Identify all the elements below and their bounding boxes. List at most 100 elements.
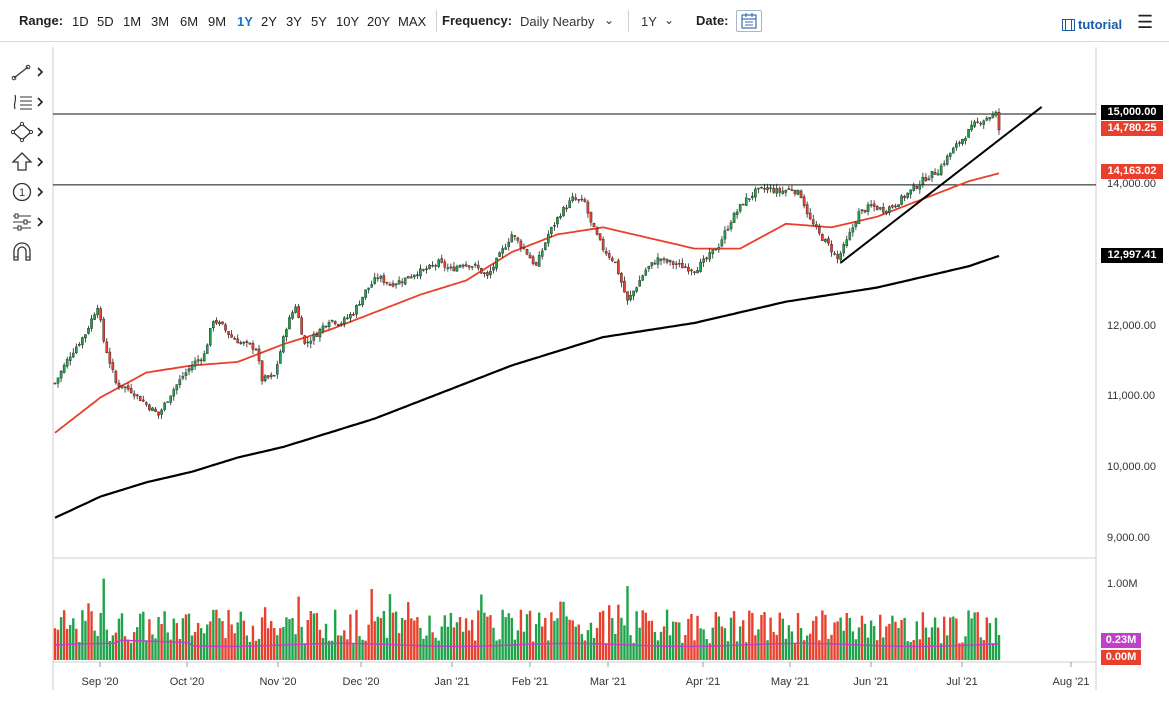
candle-body[interactable] xyxy=(291,312,294,319)
candle-body[interactable] xyxy=(452,266,456,272)
candle-body[interactable] xyxy=(248,342,252,345)
candle-body[interactable] xyxy=(65,359,69,367)
candle-body[interactable] xyxy=(720,239,724,247)
range-button-2y[interactable]: 2Y xyxy=(261,14,277,29)
candle-body[interactable] xyxy=(367,287,370,290)
candle-body[interactable] xyxy=(930,171,934,178)
candle-body[interactable] xyxy=(126,385,130,390)
candle-body[interactable] xyxy=(900,195,903,205)
candle-body[interactable] xyxy=(151,407,154,412)
candle-body[interactable] xyxy=(784,190,788,193)
candle-body[interactable] xyxy=(449,266,453,269)
candle-body[interactable] xyxy=(921,177,925,185)
candle-body[interactable] xyxy=(242,342,246,344)
candle-body[interactable] xyxy=(556,217,559,225)
candle-body[interactable] xyxy=(927,178,931,181)
candle-body[interactable] xyxy=(62,364,66,373)
candle-body[interactable] xyxy=(355,305,358,315)
candle-body[interactable] xyxy=(467,265,471,268)
candle-body[interactable] xyxy=(233,337,236,340)
candle-body[interactable] xyxy=(534,262,538,266)
candle-body[interactable] xyxy=(327,322,331,327)
candle-body[interactable] xyxy=(939,165,943,175)
candle-body[interactable] xyxy=(863,210,867,213)
candle-body[interactable] xyxy=(574,197,578,200)
candle-body[interactable] xyxy=(428,264,431,269)
candle-body[interactable] xyxy=(406,276,410,279)
candle-body[interactable] xyxy=(379,276,383,279)
candle-body[interactable] xyxy=(580,198,584,201)
candle-body[interactable] xyxy=(300,317,303,335)
candle-body[interactable] xyxy=(635,287,638,292)
candle-body[interactable] xyxy=(175,384,179,391)
candle-body[interactable] xyxy=(473,263,477,266)
range-button-1y[interactable]: 1Y xyxy=(237,14,253,29)
candle-body[interactable] xyxy=(915,186,919,189)
candle-body[interactable] xyxy=(409,276,413,279)
candle-body[interactable] xyxy=(190,365,194,371)
candle-body[interactable] xyxy=(196,359,200,362)
candle-body[interactable] xyxy=(260,360,264,382)
sma-50-line[interactable] xyxy=(54,172,1000,434)
candle-body[interactable] xyxy=(769,187,772,189)
candle-body[interactable] xyxy=(793,190,797,194)
candle-body[interactable] xyxy=(942,163,946,166)
candle-body[interactable] xyxy=(318,329,322,338)
candle-body[interactable] xyxy=(330,319,334,322)
candle-body[interactable] xyxy=(352,314,355,316)
candle-body[interactable] xyxy=(425,268,428,271)
candle-body[interactable] xyxy=(885,211,888,213)
candle-body[interactable] xyxy=(948,152,952,157)
period-select[interactable]: 1Y xyxy=(641,14,657,29)
candle-body[interactable] xyxy=(894,205,897,208)
candle-body[interactable] xyxy=(215,320,218,324)
candle-body[interactable] xyxy=(105,341,109,353)
candle-body[interactable] xyxy=(595,228,599,235)
candle-body[interactable] xyxy=(626,291,629,301)
candle-body[interactable] xyxy=(586,201,590,214)
candle-body[interactable] xyxy=(99,308,102,321)
candle-body[interactable] xyxy=(790,189,794,191)
candle-body[interactable] xyxy=(958,142,961,144)
candle-body[interactable] xyxy=(802,196,806,206)
candle-body[interactable] xyxy=(461,264,465,267)
candle-body[interactable] xyxy=(684,266,687,268)
candle-body[interactable] xyxy=(854,222,858,227)
candle-body[interactable] xyxy=(117,382,121,387)
candle-body[interactable] xyxy=(562,207,565,217)
candle-body[interactable] xyxy=(754,188,757,198)
candle-body[interactable] xyxy=(370,284,373,288)
candle-body[interactable] xyxy=(638,280,641,287)
candle-body[interactable] xyxy=(123,386,127,389)
menu-icon[interactable]: ☰ xyxy=(1137,12,1154,32)
candle-body[interactable] xyxy=(760,187,763,189)
range-button-9m[interactable]: 9M xyxy=(208,14,227,29)
candle-body[interactable] xyxy=(982,120,986,125)
candle-body[interactable] xyxy=(729,222,733,230)
candle-body[interactable] xyxy=(419,268,422,277)
candle-body[interactable] xyxy=(757,187,760,190)
candle-body[interactable] xyxy=(607,253,611,258)
candle-body[interactable] xyxy=(251,343,255,350)
candle-body[interactable] xyxy=(282,336,285,353)
candle-body[interactable] xyxy=(842,244,845,254)
candle-body[interactable] xyxy=(537,255,541,267)
candle-body[interactable] xyxy=(71,352,75,358)
candle-body[interactable] xyxy=(751,195,754,198)
candle-body[interactable] xyxy=(385,281,389,284)
candle-body[interactable] xyxy=(747,198,751,200)
numbered-marker-button[interactable]: 1 xyxy=(10,181,46,203)
candle-body[interactable] xyxy=(955,143,958,148)
candle-body[interactable] xyxy=(108,351,112,364)
candle-body[interactable] xyxy=(824,238,827,242)
candle-body[interactable] xyxy=(102,318,106,342)
candle-body[interactable] xyxy=(543,242,547,250)
candle-body[interactable] xyxy=(763,188,766,190)
candle-body[interactable] xyxy=(650,262,654,267)
candle-body[interactable] xyxy=(961,139,964,144)
candle-body[interactable] xyxy=(617,260,620,275)
candle-body[interactable] xyxy=(336,324,340,326)
candle-body[interactable] xyxy=(690,269,693,272)
candle-body[interactable] xyxy=(172,389,176,397)
candle-body[interactable] xyxy=(601,238,605,251)
